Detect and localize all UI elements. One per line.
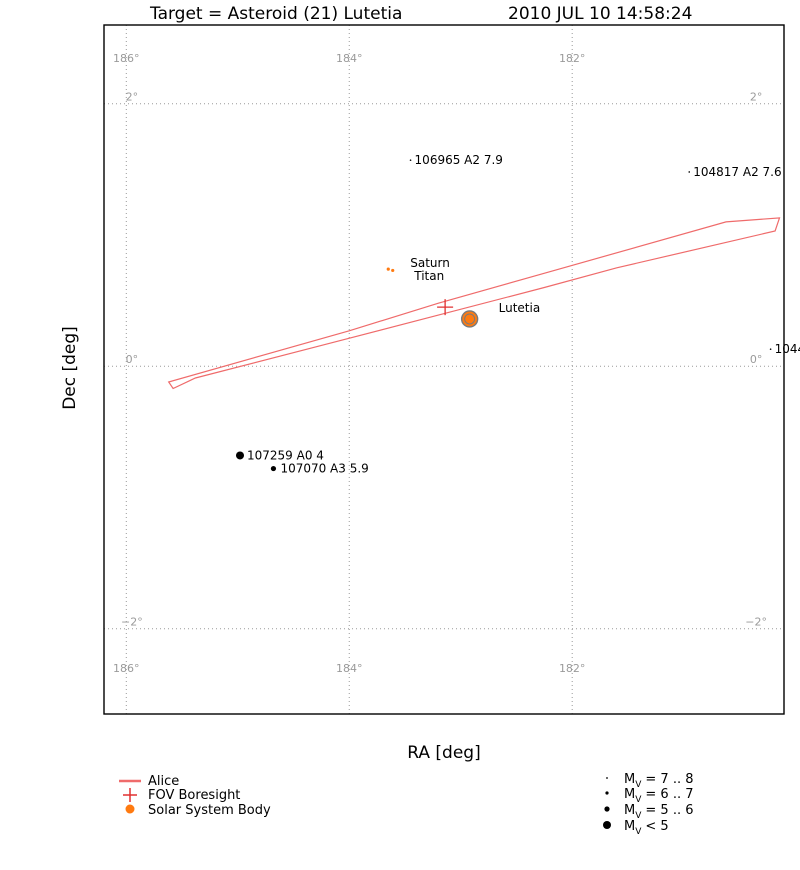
mag-5-6-swatch <box>604 806 610 812</box>
star-label: 1044 <box>775 342 800 356</box>
ra-tick-label-top: 186° <box>113 52 140 65</box>
y-axis-label: Dec [deg] <box>60 326 80 410</box>
grid: 186° 186° 184° 184° 182° 182° 2° 2° 0° 0° −2° −2° <box>104 25 784 714</box>
mag-lt-5-swatch <box>603 821 611 829</box>
star-label: 106965 A2 7.9 <box>415 153 503 167</box>
star-marker <box>688 171 691 173</box>
dec-tick-label-left: 0° <box>126 353 139 366</box>
legend-boresight-swatch <box>123 788 137 802</box>
titan-label: Titan <box>413 269 444 283</box>
star-marker <box>409 159 412 161</box>
mag-lt-5-sub: V <box>635 827 642 837</box>
dec-tick-label-right: 2° <box>750 91 763 104</box>
legend-body-swatch <box>125 804 135 814</box>
dec-tick-label-left: 2° <box>126 91 139 104</box>
mag-6-7-swatch <box>605 791 609 795</box>
ra-tick-label-bottom: 186° <box>113 662 140 675</box>
ra-tick-label-top: 184° <box>336 52 363 65</box>
mag-7-8-swatch <box>606 777 608 779</box>
lutetia-limb <box>464 313 476 325</box>
star-marker <box>769 348 772 350</box>
mag-6-7-sub: V <box>635 795 642 805</box>
mag-6-7-range: = 6 .. 7 <box>645 787 693 802</box>
legend-body-label: Solar System Body <box>148 803 271 818</box>
star-marker <box>270 465 277 472</box>
mag-5-6-range: = 5 .. 6 <box>645 803 693 818</box>
dec-tick-label-right: −2° <box>745 616 767 629</box>
ra-tick-label-top: 182° <box>559 52 586 65</box>
mag-6-7-label: M <box>624 787 635 802</box>
alice-slit-outline <box>167 217 781 390</box>
star-markers: 106965 A2 7.9 104817 A2 7.6 1044 107259 A0 … <box>236 153 800 476</box>
fov-boresight-marker <box>437 299 454 316</box>
chart-title-datetime: 2010 JUL 10 14:58:24 <box>508 4 692 24</box>
saturn-label: Saturn <box>410 256 450 270</box>
legend-alice-label: Alice <box>148 774 179 789</box>
star-label: 107259 A0 4 <box>247 448 324 462</box>
svg-text:MV= 5 .. 6: MV = 5 .. 6 <box>624 803 694 821</box>
magnitude-legend: MV = 7 .. 8 MV = 6 .. 7 MV = 5 .. 6 MV < 5 <box>603 772 694 837</box>
star-marker <box>236 451 244 460</box>
mag-5-6-sub: V <box>635 811 642 821</box>
titan-marker <box>391 268 395 273</box>
mag-7-8-label: M <box>624 772 635 787</box>
mag-7-8-sub: V <box>635 780 642 790</box>
mag-5-6-label: M <box>624 803 635 818</box>
dec-tick-label-left: −2° <box>121 616 143 629</box>
plot-frame <box>103 24 785 715</box>
legend: Alice FOV Boresight Solar System Body <box>119 774 271 818</box>
lutetia-marker <box>460 310 479 328</box>
x-axis-label: RA [deg] <box>407 743 480 763</box>
ra-tick-label-bottom: 184° <box>336 662 363 675</box>
star-label: 107070 A3 5.9 <box>280 462 368 476</box>
lutetia-label: Lutetia <box>499 301 541 315</box>
chart-title-target: Target = Asteroid (21) Lutetia <box>149 4 402 24</box>
svg-text:MV< 5: MV < 5 <box>624 819 669 837</box>
svg-text:MV= 6 .. 7: MV = 6 .. 7 <box>624 787 694 805</box>
mag-lt-5-label: M <box>624 819 635 834</box>
mag-7-8-range: = 7 .. 8 <box>645 772 693 787</box>
dec-tick-label-right: 0° <box>750 353 763 366</box>
mag-lt-5-range: < 5 <box>645 819 668 834</box>
ra-tick-label-bottom: 182° <box>559 662 586 675</box>
legend-boresight-label: FOV Boresight <box>148 788 240 803</box>
star-label: 104817 A2 7.6 <box>693 165 781 179</box>
svg-text:MV= 7 .. 8: MV = 7 .. 8 <box>624 772 694 790</box>
saturn-marker <box>386 267 390 271</box>
